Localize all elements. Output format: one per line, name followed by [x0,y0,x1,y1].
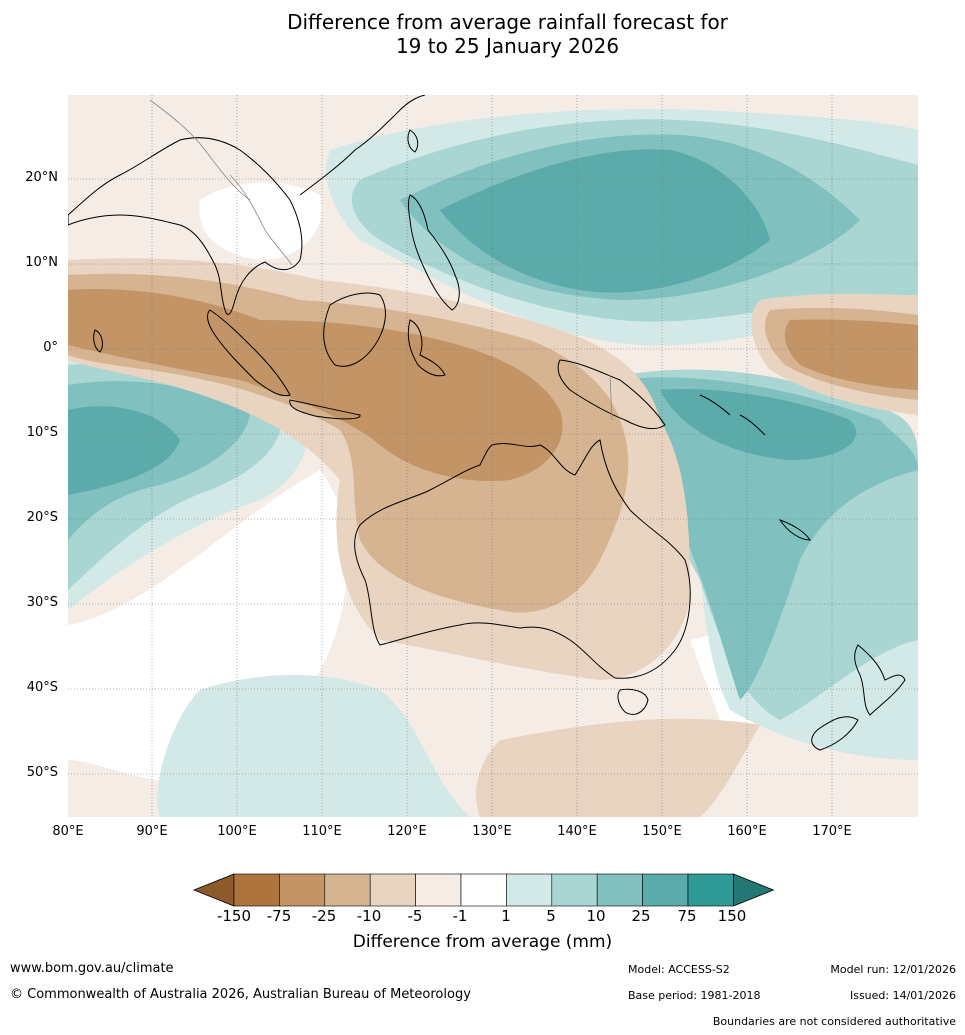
lon-label-140e: 140°E [557,824,597,839]
lat-label-30s: 30°S [26,595,58,610]
colorbar-segment [369,873,416,907]
lon-label-130e: 130°E [472,824,512,839]
wet-strong-coral-sea [620,377,918,700]
colorbar-segment [687,873,734,907]
lon-label-160e: 160°E [727,824,767,839]
colorbar-segment [415,873,462,907]
colorbar-tick: -150 [216,907,252,925]
map-field [68,95,918,817]
colorbar [192,873,775,907]
colorbar-title: Difference from average (mm) [352,932,613,952]
coast-philippines [408,194,460,311]
coast-borneo [323,292,386,367]
colorbar-tick: 150 [717,907,747,925]
colorbar-extend-low [192,873,235,907]
coast-new-zealand-north [854,644,906,716]
coastlines [68,95,906,751]
title-line-1: Difference from average rainfall forecas… [287,10,728,34]
colorbar-tick: -75 [266,907,292,925]
colorbar-segment [233,873,280,907]
colorbar-tick: 10 [586,907,606,925]
coast-taiwan [407,129,419,153]
coast-australia [354,439,691,679]
coast-sumatra [207,309,291,397]
colorbar-segment [279,873,326,907]
model-run-date: Model run: 12/01/2026 [830,963,956,976]
map-title: Difference from average rainfall forecas… [0,10,965,58]
lon-label-90e: 90°E [136,824,168,839]
lat-label-0: 0° [43,340,58,355]
model-name: Model: ACCESS-S2 [628,963,730,976]
colorbar-tick: -5 [407,907,423,925]
colorbar-segment [460,873,507,907]
wet-light-southwest [157,675,471,817]
boundaries-disclaimer: Boundaries are not considered authoritat… [712,1015,956,1028]
colorbar-segment [596,873,643,907]
colorbar-segment [642,873,689,907]
coast-china-east [299,95,426,196]
coast-new-guinea [557,359,666,430]
lat-label-50s: 50°S [26,765,58,780]
coast-asia-mainland [68,137,303,315]
lat-label-20n: 20°N [25,170,58,185]
lat-label-40s: 40°S [26,680,58,695]
coast-new-caledonia [778,519,811,541]
colorbar-tick: -1 [452,907,468,925]
coast-solomons [699,394,766,436]
colorbar-tick: 75 [677,907,697,925]
dry-light-southern-ocean [476,718,760,817]
base-period: Base period: 1981-2018 [628,989,761,1002]
colorbar-tick: 5 [546,907,556,925]
coast-new-zealand-south [811,716,859,751]
title-line-2: 19 to 25 January 2026 [395,34,620,58]
graticule [68,95,918,817]
lon-label-150e: 150°E [642,824,682,839]
lon-label-80e: 80°E [52,824,84,839]
dry-strong-equatorial-pacific [784,319,918,390]
coast-tasmania [617,688,649,715]
website-link[interactable]: www.bom.gov.au/climate [10,961,174,976]
lon-label-110e: 110°E [302,824,342,839]
colorbar-tick: -25 [311,907,337,925]
issued-date: Issued: 14/01/2026 [849,989,956,1002]
coast-sri-lanka [93,329,103,353]
colorbar-extend-high [733,873,775,907]
coast-java [289,399,361,420]
colorbar-tick: -10 [356,907,382,925]
lat-label-10s: 10°S [26,425,58,440]
colorbar-segment [551,873,598,907]
coast-sulawesi [407,319,446,377]
colorbar-segment [324,873,371,907]
country-borders [149,99,613,421]
dry-strong-maritime-continent [68,289,563,481]
lat-label-20s: 20°S [26,510,58,525]
lon-label-120e: 120°E [387,824,427,839]
wet-very-strong-solomon-sea [660,389,857,460]
lon-label-100e: 100°E [217,824,257,839]
colorbar-tick: 1 [501,907,511,925]
lon-label-170e: 170°E [812,824,852,839]
copyright-text: © Commonwealth of Australia 2026, Austra… [10,987,471,1002]
lat-label-10n: 10°N [25,255,58,270]
wet-very-strong-north-pacific [440,149,770,293]
colorbar-tick: 25 [631,907,651,925]
colorbar-segment [506,873,553,907]
